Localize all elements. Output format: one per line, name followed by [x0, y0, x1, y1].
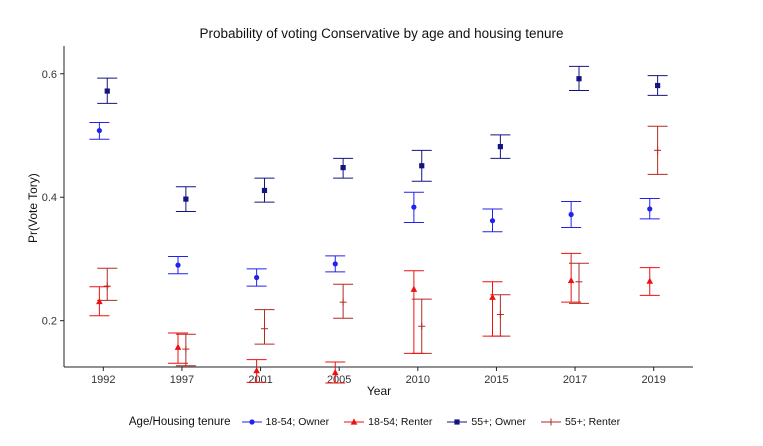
data-point	[576, 76, 582, 82]
data-point	[104, 88, 110, 94]
y-axis-label: Pr(Vote Tory)	[26, 173, 40, 243]
x-axis-label: Year	[366, 384, 392, 398]
legend-title: Age/Housing tenure	[128, 416, 231, 428]
legend-key-marker	[350, 418, 358, 425]
legend-key	[540, 418, 561, 426]
legend-label: 18-54; Owner	[265, 416, 330, 428]
data-point	[575, 278, 583, 286]
x-tick-label: 2019	[641, 374, 665, 386]
legend-label: 18-54; Renter	[368, 416, 433, 428]
data-point	[332, 261, 338, 267]
data-point	[340, 165, 346, 171]
data-point	[567, 276, 575, 284]
series-55-owner	[97, 65, 668, 212]
data-point	[419, 163, 425, 169]
data-point	[96, 297, 103, 305]
data-point	[489, 218, 496, 224]
legend-key	[344, 418, 365, 425]
legend-key	[241, 419, 262, 425]
legend: Age/Housing tenure 18-54; Owner 18-54; Re…	[0, 413, 763, 431]
data-point	[411, 204, 417, 210]
x-tick-label: 2015	[484, 374, 508, 386]
legend-item-18-54-renter: 18-54; Renter	[343, 415, 432, 429]
legend-item-55-renter: 55+; Renter	[540, 415, 620, 429]
legend-key	[447, 419, 468, 425]
x-tick-label: 1997	[170, 374, 194, 386]
series-55-renter	[97, 125, 668, 367]
x-tick-label: 2010	[406, 374, 430, 386]
legend-items: 18-54; Owner 18-54; Renter 55+; Owner 55+; …	[241, 415, 635, 429]
data-point	[339, 298, 347, 306]
data-point	[174, 343, 182, 350]
legend-key-marker	[454, 419, 460, 425]
data-point	[260, 325, 268, 333]
legend-key-marker	[248, 419, 255, 425]
y-tick-label: 0.2	[42, 316, 57, 328]
series-18-54-owner	[89, 122, 660, 287]
series-18-54-renter	[89, 252, 660, 384]
x-tick-label: 2001	[248, 374, 272, 386]
data-point	[497, 144, 503, 150]
data-point	[489, 293, 496, 300]
data-point	[418, 322, 426, 330]
legend-label: 55+; Renter	[564, 416, 621, 428]
data-point	[654, 146, 662, 154]
data-point	[103, 282, 111, 290]
legend-key-marker	[547, 418, 555, 426]
data-point	[655, 82, 661, 89]
data-point	[410, 285, 418, 292]
data-point	[182, 345, 190, 353]
y-tick-label: 0.6	[42, 69, 57, 81]
data-point	[496, 311, 504, 319]
x-tick-label: 2005	[327, 374, 351, 386]
data-point	[331, 368, 339, 376]
y-tick-label: 0.4	[42, 192, 57, 204]
data-point	[96, 127, 102, 134]
legend-item-18-54-owner: 18-54; Owner	[241, 415, 330, 429]
legend-item-55-owner: 55+; Owner	[446, 415, 526, 429]
x-tick-label: 2017	[563, 374, 587, 386]
legend-label: 55+; Owner	[471, 416, 526, 428]
data-point	[254, 274, 260, 281]
chart-title: Probability of voting Conservative by ag…	[199, 26, 564, 41]
data-point	[261, 187, 268, 194]
data-point	[183, 196, 189, 202]
x-tick-label: 1992	[91, 374, 115, 386]
data-point	[568, 211, 574, 218]
data-point	[175, 262, 181, 268]
data-point	[253, 367, 260, 374]
data-point	[647, 206, 653, 212]
data-point	[646, 277, 654, 284]
